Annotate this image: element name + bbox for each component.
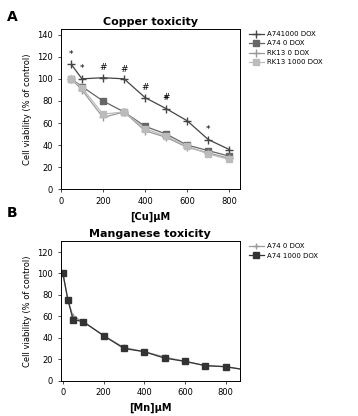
Y-axis label: Cell viability (% of control): Cell viability (% of control) [23, 255, 32, 367]
Legend: A741000 DOX, A74 0 DOX, RK13 0 DOX, RK13 1000 DOX: A741000 DOX, A74 0 DOX, RK13 0 DOX, RK13… [249, 31, 323, 65]
Text: #: # [99, 63, 107, 72]
Legend: A74 0 DOX, A74 1000 DOX: A74 0 DOX, A74 1000 DOX [249, 243, 319, 259]
Text: #: # [141, 83, 149, 92]
Text: A: A [7, 10, 18, 25]
Text: B: B [7, 206, 18, 220]
Text: *: * [80, 64, 84, 73]
Y-axis label: Cell viability (% of control): Cell viability (% of control) [23, 53, 32, 165]
X-axis label: [Cu]μM: [Cu]μM [130, 211, 170, 222]
Text: #: # [120, 65, 128, 74]
Title: Manganese toxicity: Manganese toxicity [90, 229, 211, 239]
Text: *: * [164, 95, 168, 104]
X-axis label: [Mn]μM: [Mn]μM [129, 403, 171, 413]
Title: Copper toxicity: Copper toxicity [103, 17, 198, 27]
Text: #: # [163, 93, 170, 102]
Text: *: * [69, 50, 74, 59]
Text: *: * [206, 125, 211, 134]
